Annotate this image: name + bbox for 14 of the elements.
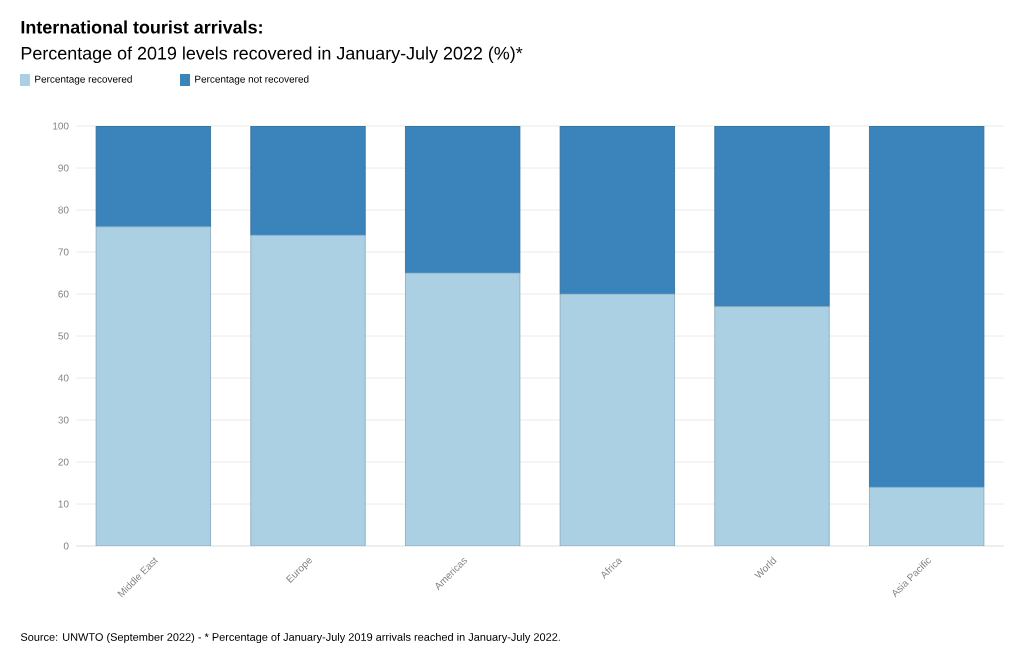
bar xyxy=(250,235,366,546)
bar xyxy=(714,306,830,546)
bar xyxy=(250,126,366,236)
bar xyxy=(95,226,211,546)
chart-subtitle: Percentage of 2019 levels recovered in January-July 2022 (%)* xyxy=(21,46,523,64)
bar xyxy=(559,126,675,295)
bar xyxy=(714,126,830,307)
bar xyxy=(869,126,985,488)
bar xyxy=(405,126,521,274)
bar xyxy=(405,272,521,546)
bar xyxy=(869,486,985,546)
bar xyxy=(559,293,675,546)
chart-title: International tourist arrivals: xyxy=(21,20,262,34)
bar xyxy=(95,126,211,228)
